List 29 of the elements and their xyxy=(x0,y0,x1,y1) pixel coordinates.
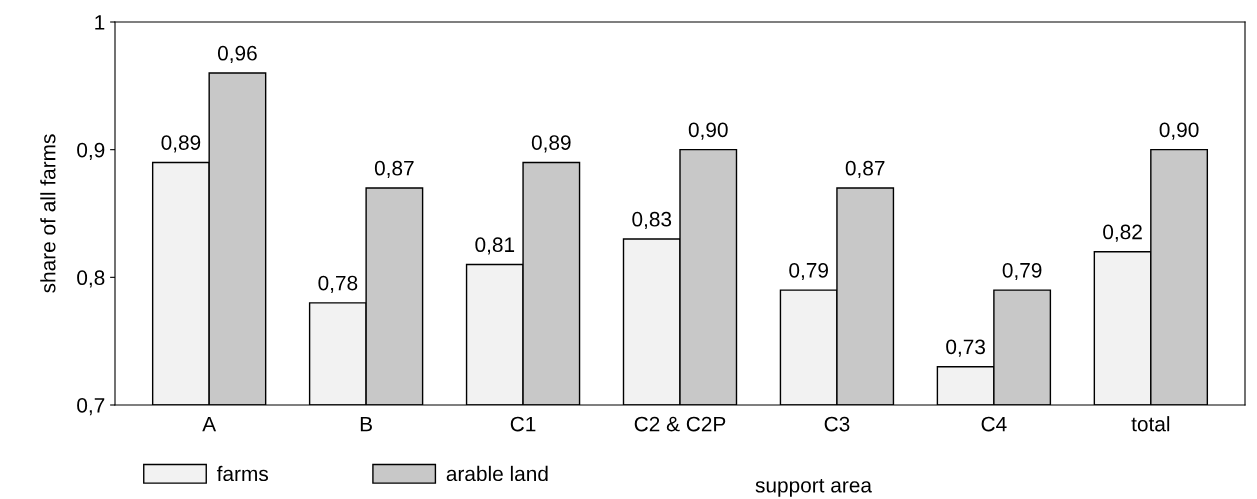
y-tick-label: 0,7 xyxy=(77,398,105,416)
data-label: 0,89 xyxy=(161,135,201,153)
data-label: 0,78 xyxy=(318,275,358,293)
data-label: 0,79 xyxy=(789,262,828,281)
data-label: 0,87 xyxy=(845,160,885,178)
x-tick-label: C3 xyxy=(824,416,850,432)
data-label: 0,73 xyxy=(946,339,985,357)
y-axis-title: share of all farms xyxy=(40,134,56,293)
y-tick-label: 1 xyxy=(95,15,105,30)
data-label: 0,81 xyxy=(475,237,515,255)
data-label: 0,89 xyxy=(531,135,571,153)
data-label: 0,82 xyxy=(1103,224,1142,242)
x-tick-label: A xyxy=(202,416,217,432)
data-label: 0,90 xyxy=(1159,122,1199,140)
legend-label: farms xyxy=(216,465,268,482)
y-tick-label: 0,9 xyxy=(77,142,105,160)
x-tick-label: C1 xyxy=(510,416,536,432)
x-tick-label: total xyxy=(1131,416,1170,432)
x-tick-label: B xyxy=(360,416,372,432)
x-tick-label: C2 & C2P xyxy=(634,416,726,432)
data-label: 0,96 xyxy=(217,45,257,64)
data-label: 0,90 xyxy=(688,122,728,140)
x-tick-label: C4 xyxy=(981,416,1007,432)
text: support area xyxy=(755,478,872,497)
y-tick-label: 0,8 xyxy=(77,270,105,288)
legend-label: arable land xyxy=(446,465,548,482)
data-label: 0,79 xyxy=(1002,262,1042,281)
data-label: 0,83 xyxy=(632,211,672,230)
data-label: 0,87 xyxy=(374,160,414,178)
